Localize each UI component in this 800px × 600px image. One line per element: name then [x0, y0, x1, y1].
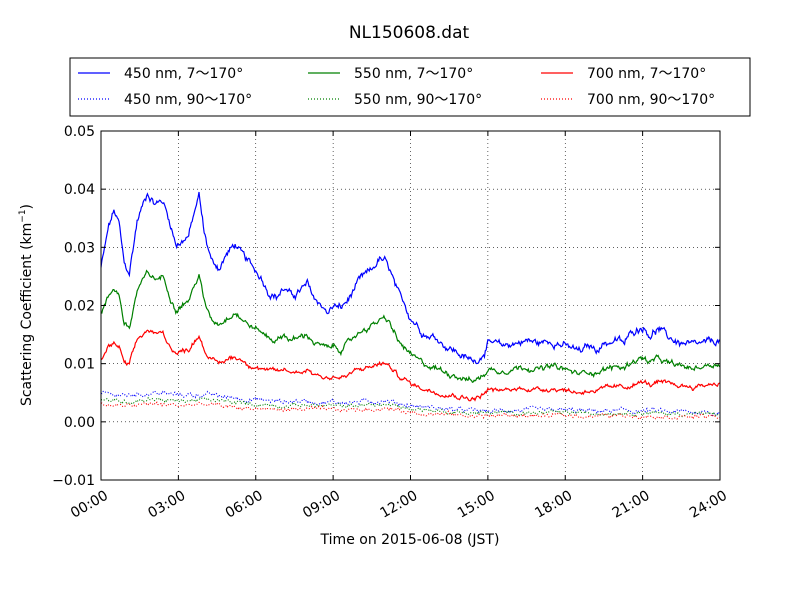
- y-tick-label: 0.02: [64, 299, 95, 315]
- series-layer: [101, 191, 720, 421]
- ticks: [100, 130, 721, 481]
- y-tick-label: 0.05: [64, 124, 95, 140]
- legend-frame: [69, 57, 751, 117]
- y-tick-label: −0.01: [52, 473, 95, 489]
- y-tick-labels: −0.01 0.00 0.01 0.02 0.03 0.04 0.05: [52, 124, 95, 489]
- legend-label: 550 nm, 90～170°: [354, 92, 482, 108]
- y-tick-label: 0.00: [64, 415, 95, 431]
- y-axis-label-main: Scattering Coefficient (km: [19, 223, 35, 406]
- legend-label: 550 nm, 7～170°: [354, 66, 473, 82]
- y-tick-label: 0.04: [64, 182, 95, 198]
- series-line-2: [101, 390, 720, 417]
- y-axis-label-end: ): [19, 204, 35, 209]
- legend-label: 700 nm, 7～170°: [587, 66, 706, 82]
- series-line-5: [101, 329, 720, 402]
- y-tick-label: 0.01: [64, 357, 95, 373]
- series-line-4: [101, 396, 720, 418]
- y-tick-label: 0.03: [64, 240, 95, 256]
- y-axis-label-sup: −1: [18, 209, 28, 222]
- legend-label: 450 nm, 90～170°: [124, 92, 252, 108]
- x-axis-label: Time on 2015-06-08 (JST): [320, 532, 500, 548]
- legend: 450 nm, 7～170° 550 nm, 7～170° 700 nm, 7～17…: [69, 57, 751, 117]
- legend-label: 450 nm, 7～170°: [124, 66, 243, 82]
- legend-label: 700 nm, 90～170°: [587, 92, 715, 108]
- series-line-3: [101, 269, 720, 383]
- series-line-1: [101, 191, 720, 365]
- chart-title: NL150608.dat: [349, 23, 470, 43]
- y-axis-label: Scattering Coefficient (km−1): [18, 204, 35, 406]
- series-line-6: [101, 401, 720, 421]
